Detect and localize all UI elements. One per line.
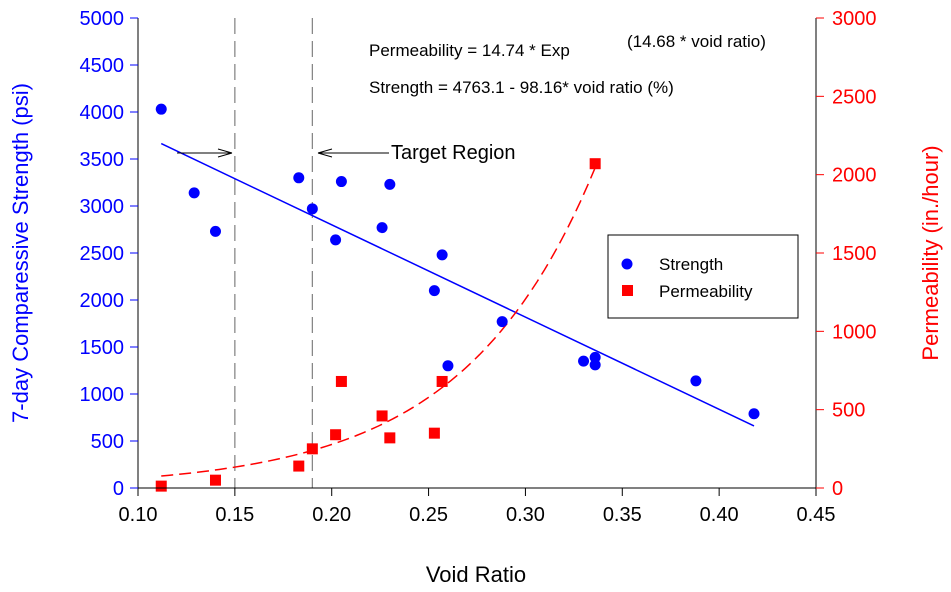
x-tick-label: 0.25 [409, 504, 448, 526]
left-y-tick-label: 4000 [80, 102, 125, 124]
strength-point [589, 351, 601, 363]
right-y-tick-label: 1000 [832, 321, 877, 343]
right-y-tick-label: 500 [832, 400, 865, 422]
x-tick-label: 0.15 [215, 504, 254, 526]
x-tick-label: 0.10 [119, 504, 158, 526]
x-axis-ticks: 0.10 0.15 0.20 0.25 0.30 0.35 0.40 0.45 [119, 488, 836, 526]
right-y-tick-label: 0 [832, 478, 843, 500]
strength-point [188, 187, 200, 199]
legend-strength-marker [621, 258, 633, 270]
legend: Strength Permeability [607, 234, 799, 319]
permeability-equation: Permeability = 14.74 * Exp [369, 41, 570, 60]
strength-point [376, 222, 388, 234]
legend-permeability-label: Permeability [659, 282, 753, 301]
legend-permeability-marker [622, 285, 633, 296]
permeability-point [589, 158, 601, 170]
permeability-point [335, 375, 347, 387]
x-tick-label: 0.35 [603, 504, 642, 526]
strength-point [384, 178, 396, 190]
permeability-point [293, 460, 305, 472]
strength-point [330, 234, 342, 246]
strength-point [496, 316, 508, 328]
fit-lines [160, 142, 755, 477]
x-tick-label: 0.20 [312, 504, 351, 526]
permeability-point [436, 375, 448, 387]
left-y-axis-ticks: 0 500 1000 1500 2000 2500 3000 3500 4000 4500 5000 [80, 8, 138, 500]
permeability-fit-curve [161, 167, 596, 477]
left-y-tick-label: 0 [113, 478, 124, 500]
left-y-tick-label: 1500 [80, 337, 125, 359]
right-y-tick-label: 1500 [832, 243, 877, 265]
left-y-tick-label: 2000 [80, 290, 125, 312]
left-y-tick-label: 5000 [80, 8, 125, 30]
left-y-tick-label: 500 [91, 431, 124, 453]
strength-point [578, 355, 590, 367]
x-tick-label: 0.30 [506, 504, 545, 526]
permeability-point [209, 474, 221, 486]
data-points [155, 103, 760, 492]
permeability-point [428, 427, 440, 439]
strength-point [589, 359, 601, 371]
strength-point [428, 285, 440, 297]
right-y-tick-label: 2500 [832, 86, 877, 108]
target-region-label: Target Region [391, 142, 516, 164]
right-y-tick-label: 2000 [832, 165, 877, 187]
x-axis-title: Void Ratio [426, 562, 526, 587]
strength-point [690, 375, 702, 387]
permeability-point [155, 480, 167, 492]
left-y-axis-title: 7-day Comparessive Strength (psi) [8, 83, 33, 423]
permeability-equation-exponent: (14.68 * void ratio) [627, 32, 766, 51]
left-y-tick-label: 3000 [80, 196, 125, 218]
strength-point [436, 249, 448, 261]
right-y-axis-ticks: 0 500 1000 1500 2000 2500 3000 [816, 8, 877, 500]
target-region-lines [234, 18, 313, 488]
left-y-tick-label: 3500 [80, 149, 125, 171]
strength-point [335, 176, 347, 188]
permeability-point [306, 443, 318, 455]
x-tick-label: 0.45 [797, 504, 836, 526]
target-region-annotation: Target Region [177, 142, 516, 164]
permeability-point [376, 410, 388, 422]
permeability-point [384, 432, 396, 444]
strength-point [155, 103, 167, 115]
strength-point [209, 225, 221, 237]
x-tick-label: 0.40 [700, 504, 739, 526]
legend-strength-label: Strength [659, 255, 723, 274]
permeability-point [330, 429, 342, 441]
left-y-tick-label: 2500 [80, 243, 125, 265]
strength-point [442, 360, 454, 372]
strength-point [748, 408, 760, 420]
right-y-tick-label: 3000 [832, 8, 877, 30]
left-y-tick-label: 4500 [80, 55, 125, 77]
left-y-tick-label: 1000 [80, 384, 125, 406]
strength-point [293, 172, 305, 184]
strength-equation: Strength = 4763.1 - 98.16* void ratio (%… [369, 78, 674, 97]
strength-fit-line [160, 142, 755, 427]
strength-point [306, 203, 318, 215]
right-y-axis-title: Permeability (in./hour) [918, 145, 943, 360]
